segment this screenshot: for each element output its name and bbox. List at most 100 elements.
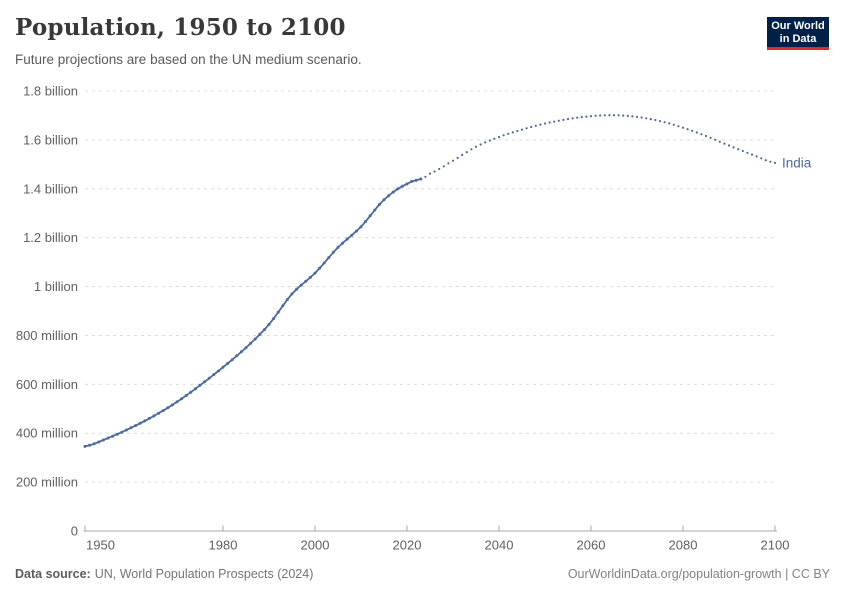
series-dot-observed — [226, 362, 230, 365]
owid-logo[interactable]: Our World in Data — [767, 17, 829, 50]
series-dot-projection — [732, 146, 735, 149]
series-dot-projection — [750, 153, 754, 156]
series-dot-projection — [695, 131, 698, 134]
series-dot-observed — [175, 400, 179, 404]
series-dot-projection — [681, 126, 685, 129]
series-dot-projection — [746, 151, 749, 154]
series-dot-projection — [465, 151, 468, 154]
series-dot-observed — [373, 208, 377, 212]
series-dot-projection — [451, 159, 455, 162]
series-dot-projection — [433, 170, 436, 173]
y-tick-label: 0 — [71, 524, 78, 539]
series-dot-observed — [203, 380, 207, 384]
series-dot-projection — [557, 119, 560, 122]
series-dot-observed — [92, 442, 96, 446]
y-tick-label: 1.6 billion — [23, 132, 78, 147]
series-dot-observed — [193, 387, 197, 391]
series-dot-observed — [276, 310, 280, 314]
y-tick-label: 600 million — [16, 377, 78, 392]
series-dot-observed — [400, 184, 404, 188]
series-dot-observed — [180, 397, 184, 401]
series-dot-projection — [635, 115, 639, 118]
series-dot-observed — [129, 426, 133, 430]
series-dot-observed — [377, 203, 381, 206]
series-dot-projection — [530, 125, 533, 129]
chart-subtitle: Future projections are based on the UN m… — [15, 52, 362, 67]
series-dot-observed — [124, 428, 128, 432]
series-dot-projection — [672, 123, 675, 126]
series-dot-observed — [111, 434, 115, 438]
series-dot-projection — [640, 116, 643, 119]
series-dot-projection — [769, 160, 772, 163]
series-line-observed — [84, 178, 422, 448]
data-source-label: Data source: — [15, 567, 91, 581]
series-dot-observed — [166, 406, 170, 410]
series-dot-observed — [235, 354, 239, 358]
series-dot-observed — [359, 225, 363, 229]
series-dot-observed — [249, 341, 253, 345]
series-dot-projection — [645, 117, 648, 120]
series-dot-projection — [488, 139, 491, 142]
series-dot-observed — [414, 178, 418, 182]
entity-label[interactable]: India — [782, 155, 812, 170]
series-dot-observed — [391, 190, 395, 194]
series-dot-projection — [714, 138, 717, 141]
series-dot-observed — [272, 317, 276, 321]
series-dot-projection — [516, 129, 519, 133]
series-dot-observed — [313, 271, 317, 275]
series-dot-projection — [718, 140, 721, 143]
series-dot-projection — [580, 116, 583, 119]
series-dot-projection — [520, 128, 524, 131]
series-dot-projection — [704, 134, 708, 138]
series-dot-observed — [336, 245, 340, 249]
series-dot-projection — [539, 123, 542, 126]
x-tick-label: 1950 — [86, 538, 115, 553]
footer-citation-link[interactable]: OurWorldinData.org/population-growth | C… — [567, 567, 830, 581]
series-dot-projection — [622, 114, 625, 117]
series-dot-observed — [207, 376, 211, 380]
series-dot-projection — [566, 118, 570, 121]
logo-line-1: Our World — [771, 20, 825, 32]
series-dot-observed — [290, 292, 294, 296]
series-dot-observed — [350, 233, 354, 237]
y-tick-label: 400 million — [16, 426, 78, 441]
series-dot-observed — [138, 421, 142, 425]
series-dot-projection — [562, 118, 565, 121]
data-source-text: UN, World Population Prospects (2024) — [94, 567, 314, 581]
series-dot-observed — [331, 250, 335, 254]
series-dot-projection — [511, 131, 514, 134]
series-dot-observed — [115, 432, 119, 436]
series-dot-observed — [368, 214, 372, 218]
y-tick-label: 1.8 billion — [23, 84, 78, 99]
series-dot-observed — [341, 241, 345, 245]
series-dot-projection — [507, 132, 510, 135]
x-tick-label: 2100 — [761, 538, 790, 553]
chart-header: Population, 1950 to 2100 Future projecti… — [15, 14, 750, 68]
series-dot-observed — [189, 390, 193, 394]
series-dot-observed — [253, 337, 257, 341]
series-dot-observed — [244, 346, 248, 350]
series-dot-observed — [147, 416, 151, 420]
series-dot-observed — [304, 279, 308, 283]
series-dot-projection — [663, 121, 666, 124]
series-dot-observed — [318, 266, 322, 270]
series-dot-projection — [456, 156, 459, 159]
series-dot-observed — [267, 322, 271, 326]
logo-line-2: in Data — [779, 32, 817, 45]
series-dot-projection — [649, 118, 652, 121]
series-dot-observed — [120, 430, 124, 434]
series-dot-projection — [543, 122, 547, 125]
y-tick-label: 1.4 billion — [23, 181, 78, 196]
series-dot-projection — [447, 162, 450, 165]
series-dot-observed — [101, 438, 105, 442]
series-dot-observed — [354, 229, 358, 233]
series-dot-observed — [212, 373, 216, 377]
series-dot-projection — [497, 135, 501, 139]
series-dot-projection — [764, 159, 767, 162]
series-dot-observed — [299, 283, 303, 287]
series-dot-observed — [258, 332, 262, 336]
series-dot-projection — [677, 125, 680, 128]
series-dot-observed — [170, 403, 174, 407]
